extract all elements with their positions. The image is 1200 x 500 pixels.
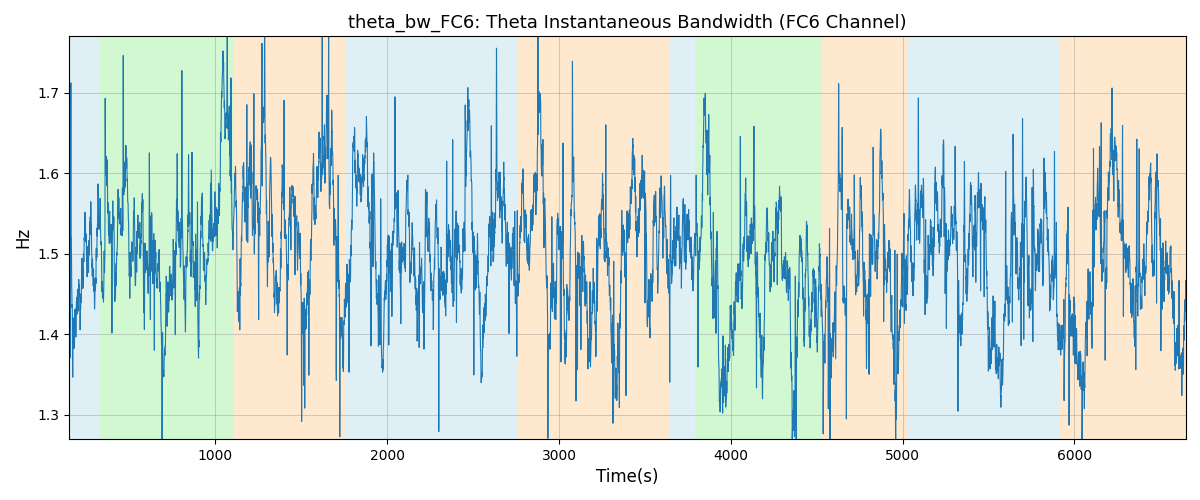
Y-axis label: Hz: Hz <box>14 227 32 248</box>
Bar <box>1058 36 1186 439</box>
Bar <box>668 36 695 439</box>
Bar <box>695 36 822 439</box>
Bar <box>101 36 234 439</box>
Bar <box>70 36 101 439</box>
Bar <box>517 36 668 439</box>
X-axis label: Time(s): Time(s) <box>596 468 659 486</box>
Bar <box>907 36 1058 439</box>
Bar <box>234 36 346 439</box>
Bar <box>346 36 517 439</box>
Title: theta_bw_FC6: Theta Instantaneous Bandwidth (FC6 Channel): theta_bw_FC6: Theta Instantaneous Bandwi… <box>348 14 907 32</box>
Bar <box>822 36 907 439</box>
